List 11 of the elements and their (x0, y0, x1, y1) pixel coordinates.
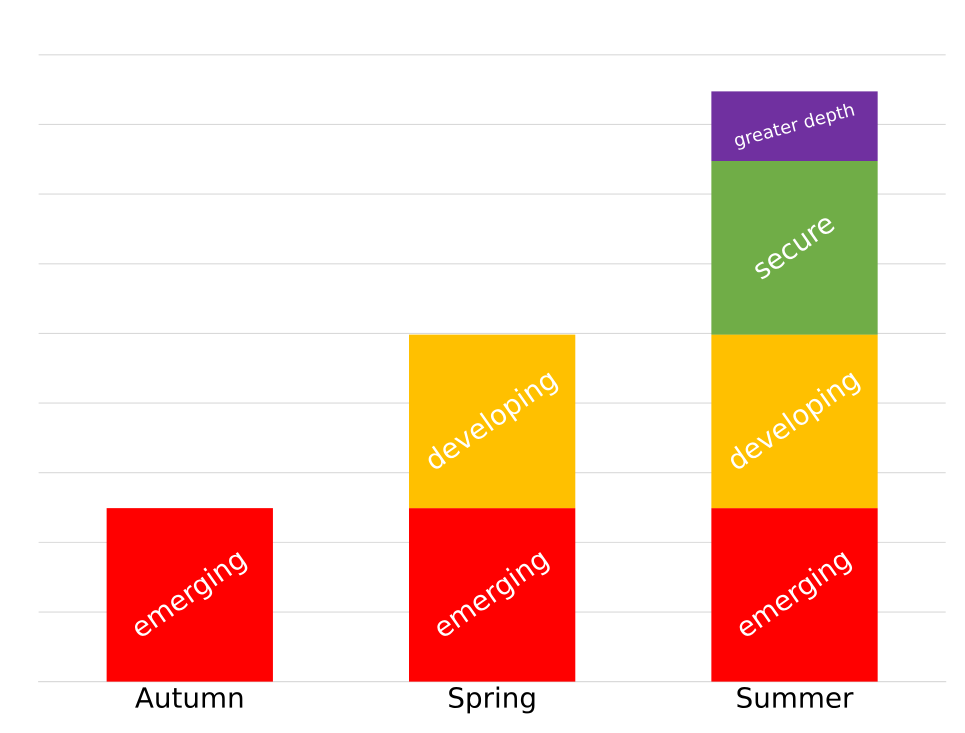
bar (711, 91, 878, 162)
series-label: greater depth (733, 102, 856, 151)
x-tick-label: Summer (737, 687, 854, 708)
x-tick-label: Spring (449, 686, 534, 714)
bar (106, 508, 273, 682)
bar (711, 508, 878, 682)
bar (409, 334, 576, 508)
bar (711, 334, 878, 508)
bar (409, 508, 576, 682)
bar (711, 161, 878, 335)
x-tick-label: Autumn (135, 687, 242, 708)
